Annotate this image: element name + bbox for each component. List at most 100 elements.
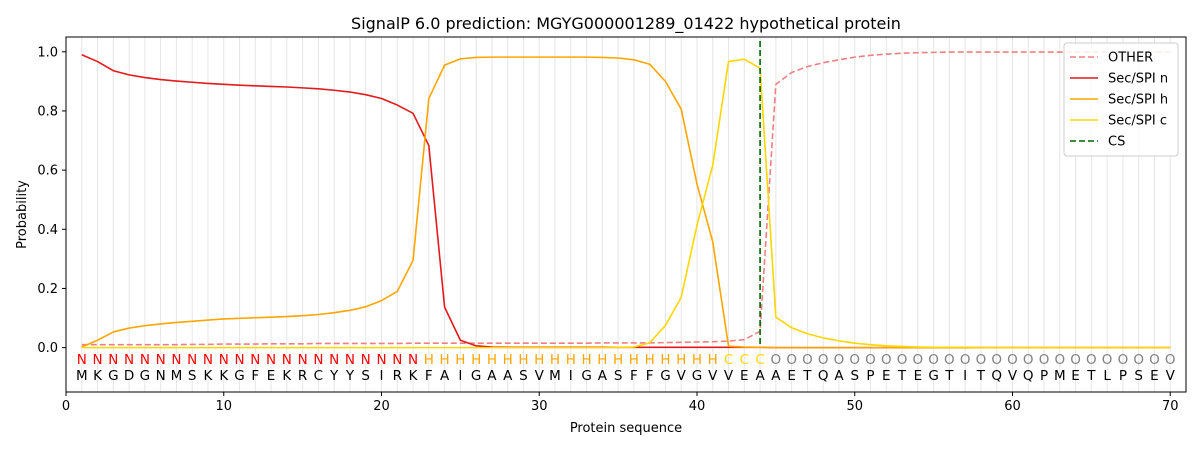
residue-label: K: [282, 368, 292, 384]
y-tick-label: 0.6: [37, 164, 58, 179]
residue-label: F: [646, 368, 654, 384]
region-label: O: [849, 352, 860, 368]
residue-label: S: [519, 368, 528, 384]
residue-label: S: [188, 368, 197, 384]
region-label: N: [408, 352, 418, 368]
region-label: O: [1054, 352, 1065, 368]
region-label: O: [1165, 352, 1176, 368]
residue-label: M: [549, 368, 561, 384]
chart-title: SignalP 6.0 prediction: MGYG000001289_01…: [351, 14, 901, 34]
residue-label: T: [976, 368, 986, 384]
region-label: O: [976, 352, 987, 368]
region-label: N: [77, 352, 87, 368]
residue-label: T: [802, 368, 812, 384]
legend: OTHER Sec/SPI n Sec/SPI h Sec/SPI c CS: [1063, 42, 1179, 157]
residue-label: G: [660, 368, 670, 384]
region-label: H: [645, 352, 655, 368]
region-label: N: [298, 352, 308, 368]
region-label: O: [1133, 352, 1144, 368]
region-label: O: [991, 352, 1002, 368]
legend-box: [1063, 42, 1179, 157]
region-label: N: [203, 352, 213, 368]
x-tick-label: 0: [62, 399, 70, 414]
region-label: O: [1007, 352, 1018, 368]
region-label: C: [755, 352, 764, 368]
region-label: N: [92, 352, 102, 368]
residue-label: E: [1150, 368, 1159, 384]
residue-label: P: [866, 368, 874, 384]
region-label: N: [171, 352, 181, 368]
region-label: N: [361, 352, 371, 368]
residue-label: A: [598, 368, 608, 384]
residue-label: Q: [1023, 368, 1034, 384]
residue-label: M: [76, 368, 88, 384]
residue-label: G: [581, 368, 591, 384]
residue-label: G: [928, 368, 938, 384]
region-label: H: [487, 352, 497, 368]
y-tick-label: 1.0: [37, 45, 58, 60]
residue-label: E: [882, 368, 891, 384]
region-label: O: [865, 352, 876, 368]
region-label: N: [108, 352, 118, 368]
x-tick-label: 70: [1162, 399, 1179, 414]
residue-label: E: [914, 368, 923, 384]
x-tick-label: 30: [531, 399, 548, 414]
region-label: O: [786, 352, 797, 368]
region-label: O: [1102, 352, 1113, 368]
residue-label: S: [1134, 368, 1143, 384]
region-label: H: [676, 352, 686, 368]
axes: 0 10 20 30 40 50 60 70 0.0 0.2 0.4 0.6 0.8 1.0: [37, 45, 1178, 414]
residue-label: G: [234, 368, 244, 384]
x-tick-label: 60: [1004, 399, 1021, 414]
residue-label: F: [630, 368, 638, 384]
residue-label: F: [425, 368, 433, 384]
series-sec-spi-h-line: [81, 56, 1171, 349]
region-label: H: [424, 352, 434, 368]
residue-label: A: [834, 368, 844, 384]
region-label: N: [140, 352, 150, 368]
region-label: O: [1086, 352, 1097, 368]
residue-label: K: [204, 368, 214, 384]
region-label: O: [1039, 352, 1050, 368]
residue-label: P: [1119, 368, 1127, 384]
residue-label: Q: [991, 368, 1002, 384]
y-tick-label: 0.8: [37, 104, 58, 119]
region-label: C: [724, 352, 733, 368]
x-axis-title: Protein sequence: [570, 421, 682, 436]
x-tick-label: 40: [689, 399, 706, 414]
region-label: H: [440, 352, 450, 368]
residue-label: Q: [818, 368, 829, 384]
y-tick-label: 0.0: [37, 341, 58, 356]
residue-label: C: [314, 368, 323, 384]
region-label: H: [597, 352, 607, 368]
region-label: O: [913, 352, 924, 368]
residue-label: A: [487, 368, 497, 384]
region-label: H: [518, 352, 528, 368]
residue-label: G: [471, 368, 481, 384]
y-tick-label: 0.2: [37, 282, 58, 297]
residue-label: T: [944, 368, 954, 384]
residue-label: P: [1040, 368, 1048, 384]
residue-label: R: [393, 368, 402, 384]
residue-label: E: [787, 368, 796, 384]
region-label: O: [944, 352, 955, 368]
region-label: N: [219, 352, 229, 368]
residue-label: T: [1086, 368, 1096, 384]
region-label: O: [1118, 352, 1129, 368]
residue-label: I: [458, 368, 462, 384]
sequence-labels: NMNKNGNDNGNNNMNSNKNKNGNFNENKNRNCNYNYNSNI…: [76, 352, 1176, 384]
region-label: N: [313, 352, 323, 368]
region-label: H: [629, 352, 639, 368]
residue-label: R: [298, 368, 307, 384]
residue-label: E: [1071, 368, 1080, 384]
residue-label: L: [1103, 368, 1111, 384]
region-label: N: [250, 352, 260, 368]
region-label: O: [834, 352, 845, 368]
residue-label: K: [219, 368, 229, 384]
residue-label: N: [156, 368, 166, 384]
x-tick-label: 50: [846, 399, 863, 414]
residue-label: V: [677, 368, 687, 384]
region-label: O: [960, 352, 971, 368]
residue-label: A: [771, 368, 781, 384]
residue-label: A: [755, 368, 765, 384]
